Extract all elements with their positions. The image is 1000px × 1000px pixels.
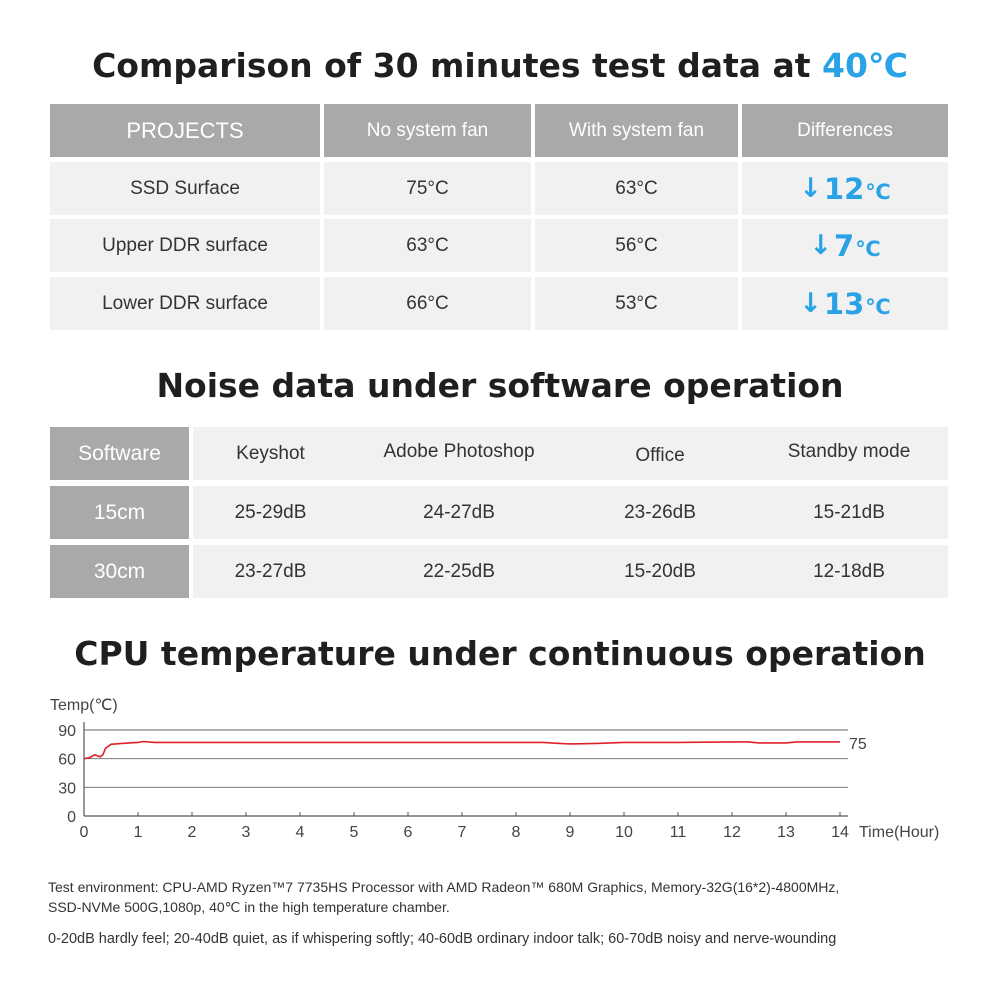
comparison-title-temp: 40℃ (822, 46, 908, 85)
row-label-ssd: SSD Surface (50, 162, 320, 215)
x-tick-label: 3 (242, 824, 251, 841)
down-arrow-icon: ↓ (799, 173, 822, 204)
x-tick-label: 12 (723, 824, 741, 841)
ssd-diff-unit: ℃ (865, 179, 891, 204)
col-header-no-fan: No system fan (324, 104, 531, 157)
noise-15cm-keyshot: 25-29dB (234, 501, 307, 523)
col-header-with-fan: With system fan (535, 104, 738, 157)
noise-15cm-standby: 15-21dB (813, 501, 885, 523)
col-header-differences: Differences (742, 104, 948, 157)
down-arrow-icon: ↓ (809, 230, 832, 261)
noise-header-keyshot: Keyshot (236, 442, 305, 464)
ssd-with-fan: 63°C (535, 162, 738, 215)
noise-30cm-photoshop: 22-25dB (423, 560, 495, 582)
noise-header-band (193, 427, 948, 480)
y-tick-label: 90 (58, 723, 76, 740)
y-axis-title: Temp(℃) (50, 697, 118, 714)
lower-ddr-with-fan: 53°C (535, 277, 738, 330)
noise-row-band-30cm (193, 545, 948, 598)
x-tick-label: 5 (350, 824, 359, 841)
noise-header-office: Office (635, 444, 685, 466)
upper-ddr-diff-value: 7 (834, 228, 855, 263)
cpu-temp-line (83, 740, 840, 760)
noise-30cm-standby: 12-18dB (813, 560, 885, 582)
noise-header-standby: Standby mode (787, 440, 911, 462)
noise-scale-note: 0-20dB hardly feel; 20-40dB quiet, as if… (48, 931, 837, 947)
x-tick-label: 0 (80, 824, 89, 841)
chart-gridlines (83, 722, 848, 817)
x-tick-label: 13 (777, 824, 795, 841)
noise-row-band-15cm (193, 486, 948, 539)
note-line-1: Test environment: CPU-AMD Ryzen™7 7735HS… (48, 879, 840, 895)
x-tick-label: 11 (670, 824, 687, 841)
down-arrow-icon: ↓ (799, 288, 822, 319)
noise-row-label-30cm: 30cm (50, 545, 189, 598)
x-tick-label: 1 (134, 824, 143, 841)
col-header-projects: PROJECTS (50, 104, 320, 157)
upper-ddr-difference: ↓ 7 ℃ (742, 219, 948, 272)
ssd-diff-value: 12 (823, 171, 865, 206)
x-tick-label: 10 (615, 824, 633, 841)
noise-30cm-keyshot: 23-27dB (234, 560, 307, 582)
x-tick-label: 7 (458, 824, 467, 841)
x-axis-title: Time(Hour) (859, 824, 939, 841)
x-tick-label: 14 (831, 824, 849, 841)
lower-ddr-diff-unit: ℃ (865, 294, 891, 319)
row-label-lower-ddr: Lower DDR surface (50, 277, 320, 330)
x-tick-label: 2 (188, 824, 197, 841)
x-tick-label: 4 (296, 824, 305, 841)
lower-ddr-diff-value: 13 (823, 286, 865, 321)
noise-title: Noise data under software operation (156, 366, 844, 405)
noise-row-label-15cm: 15cm (50, 486, 189, 539)
cpu-temp-title: CPU temperature under continuous operati… (74, 634, 926, 673)
end-value-label: 75 (849, 736, 867, 753)
test-environment-note: Test environment: CPU-AMD Ryzen™7 7735HS… (48, 877, 978, 917)
noise-corner-software: Software (50, 427, 189, 480)
ssd-no-fan: 75°C (324, 162, 531, 215)
lower-ddr-no-fan: 66°C (324, 277, 531, 330)
noise-15cm-office: 23-26dB (624, 501, 696, 523)
noise-header-photoshop: Adobe Photoshop (383, 440, 535, 462)
y-tick-label: 60 (58, 752, 76, 769)
y-tick-labels: 0 30 60 90 (58, 723, 76, 826)
y-tick-label: 0 (67, 809, 76, 826)
x-tick-label: 8 (512, 824, 521, 841)
y-tick-label: 30 (58, 780, 76, 797)
comparison-title: Comparison of 30 minutes test data at 40… (0, 46, 1000, 85)
lower-ddr-difference: ↓ 13 ℃ (742, 277, 948, 330)
x-tick-labels: 0 1 2 3 4 5 6 7 8 9 10 11 12 13 14 (80, 812, 849, 841)
ssd-difference: ↓ 12 ℃ (742, 162, 948, 215)
noise-15cm-photoshop: 24-27dB (423, 501, 495, 523)
upper-ddr-with-fan: 56°C (535, 219, 738, 272)
note-line-1b: SSD-NVMe 500G,1080p, 40℃ in the high tem… (48, 899, 450, 915)
x-tick-label: 9 (566, 824, 575, 841)
upper-ddr-no-fan: 63°C (324, 219, 531, 272)
x-tick-label: 6 (404, 824, 413, 841)
comparison-title-text: Comparison of 30 minutes test data at (92, 46, 823, 85)
upper-ddr-diff-unit: ℃ (855, 236, 881, 261)
row-label-upper-ddr: Upper DDR surface (50, 219, 320, 272)
noise-30cm-office: 15-20dB (624, 560, 696, 582)
